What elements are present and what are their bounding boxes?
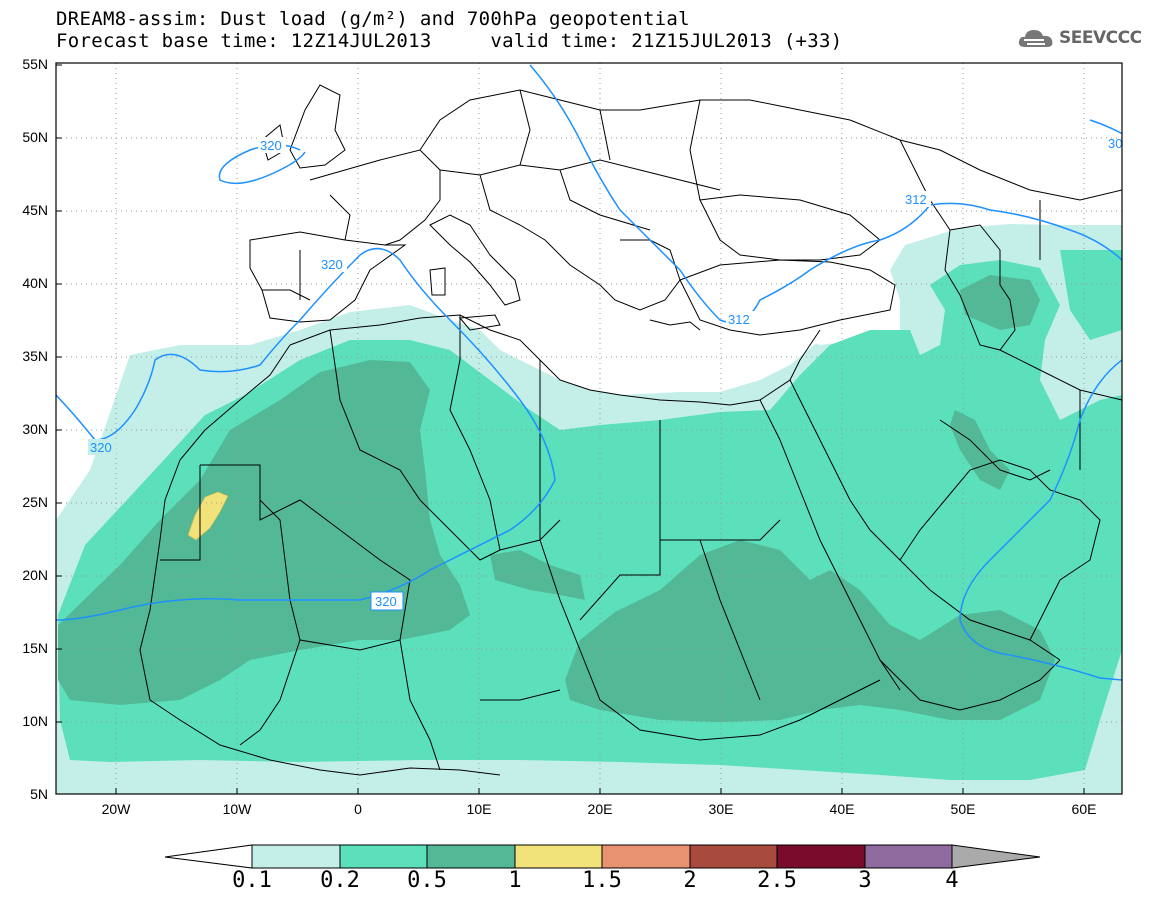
map-frame: [55, 62, 1123, 795]
contour-label-320: 320: [321, 257, 343, 272]
lat-label: 50N: [22, 129, 48, 145]
lat-label: 55N: [22, 56, 48, 72]
lat-label: 35N: [22, 348, 48, 364]
dust-level-0.5-caspian: [960, 275, 1040, 330]
colorbar-label: 1.5: [582, 868, 622, 893]
coastlines-and-borders: [139, 84, 1122, 776]
lon-label: 20E: [587, 801, 613, 817]
lon-label: 40E: [829, 801, 855, 817]
logo-text: SEEVCCC: [1059, 28, 1142, 48]
dust-level-0.2-island-caspian: [1060, 250, 1122, 340]
colorbar-label: 3: [858, 868, 872, 893]
colorbar-label: 0.2: [320, 868, 360, 893]
dust-level-1-area: [187, 491, 229, 541]
lat-lon-grid: [56, 63, 1122, 794]
lat-label: 5N: [30, 786, 48, 802]
map-title: DREAM8-assim: Dust load (g/m²) and 700hP…: [56, 8, 690, 30]
lat-label: 30N: [22, 421, 48, 437]
lon-label: 60E: [1071, 801, 1097, 817]
colorbar-swatch-1: [514, 844, 603, 869]
axis-ticks: [56, 64, 1085, 794]
contour-label-320: 320: [375, 594, 397, 609]
contour-label-layer: 320 320 320 320 312 312 30: [88, 136, 1122, 611]
dust-level-0.5-west-sahara: [58, 360, 470, 705]
colorbar-swatch-0.2: [339, 844, 428, 869]
lon-label: 50E: [950, 801, 976, 817]
contour-label-312: 312: [905, 192, 927, 207]
lat-label: 20N: [22, 567, 48, 583]
colorbar-swatch-0.1: [251, 844, 341, 869]
geopotential-contours: [56, 64, 1122, 681]
cloud-icon: [1018, 30, 1053, 47]
colorbar-label: 1: [508, 868, 522, 893]
colorbar-under-arrow: [164, 844, 253, 869]
dust-level-0.5-east-sahara: [565, 540, 1055, 722]
lon-label: 20W: [101, 801, 131, 817]
map-subtitle-times: Forecast base time: 12Z14JUL2013 valid t…: [56, 30, 843, 52]
contour-label-312: 312: [728, 312, 750, 327]
colorbar: [164, 844, 1041, 869]
lon-label: 30E: [708, 801, 734, 817]
seevccc-logo: SEEVCCC: [1017, 26, 1142, 50]
lon-label: 10W: [222, 801, 252, 817]
colorbar-over-arrow: [951, 844, 1041, 869]
colorbar-swatch-0.5: [426, 844, 516, 869]
contour-label-320: 320: [260, 138, 282, 153]
colorbar-label: 2.5: [757, 868, 797, 893]
colorbar-label: 0.5: [407, 868, 447, 893]
colorbar-label: 4: [945, 868, 959, 893]
lon-label: 10E: [466, 801, 492, 817]
dust-level-0.5-central-patch: [490, 550, 585, 600]
colorbar-swatch-2.5: [776, 844, 866, 869]
colorbar-swatch-3: [864, 844, 953, 869]
contour-label-320: 320: [90, 440, 112, 455]
colorbar-swatch-1.5: [601, 844, 691, 869]
lat-label: 45N: [22, 202, 48, 218]
colorbar-label: 0.1: [232, 868, 272, 893]
lat-label: 10N: [22, 713, 48, 729]
lat-label: 25N: [22, 494, 48, 510]
lat-label: 15N: [22, 640, 48, 656]
colorbar-label: 2: [683, 868, 697, 893]
colorbar-swatch-2: [689, 844, 778, 869]
lat-label: 40N: [22, 275, 48, 291]
lon-label: 0: [354, 801, 362, 817]
contour-label-edge: 30: [1108, 136, 1122, 151]
